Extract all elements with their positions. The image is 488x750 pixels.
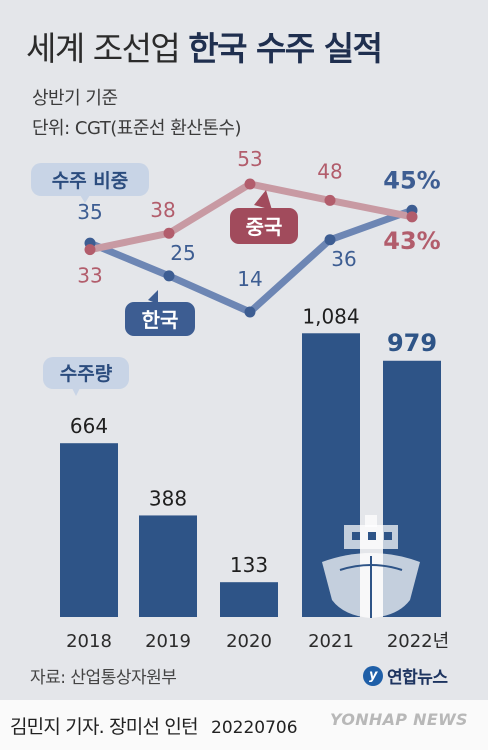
series-tag-text-한국: 한국 bbox=[142, 308, 179, 332]
line-value-중국-4: 43% bbox=[383, 227, 440, 255]
subtitle-unit: 단위: CGT(표준선 환산톤수) bbox=[32, 118, 241, 139]
line-value-중국-0: 33 bbox=[77, 264, 102, 288]
page-title: 세계 조선업 한국 수주 실적 bbox=[26, 22, 383, 70]
bar-value-0: 664 bbox=[70, 414, 108, 438]
title-light: 세계 조선업 bbox=[26, 29, 181, 68]
line-value-한국-0: 35 bbox=[77, 200, 102, 224]
bar-value-4: 979 bbox=[387, 329, 437, 357]
point-한국-3 bbox=[324, 234, 336, 246]
line-section-label: 수주 비중 bbox=[31, 163, 149, 203]
line-value-한국-1: 25 bbox=[170, 241, 195, 265]
point-중국-1 bbox=[163, 227, 175, 239]
bar-value-3: 1,084 bbox=[302, 304, 359, 328]
series-tag-한국: 한국 bbox=[125, 290, 195, 336]
x-tick-3: 2021 bbox=[308, 631, 354, 652]
series-tag-중국: 중국 bbox=[230, 190, 298, 244]
subtitle-basis: 상반기 기준 bbox=[32, 88, 118, 109]
bar-1 bbox=[139, 515, 197, 617]
line-value-한국-4: 45% bbox=[383, 166, 440, 194]
bar-0 bbox=[60, 443, 118, 617]
point-한국-1 bbox=[163, 270, 175, 282]
credit-line: 김민지 기자. 장미선 인턴 20220706 bbox=[10, 712, 298, 739]
point-중국-0 bbox=[84, 244, 96, 256]
bar-value-2: 133 bbox=[230, 553, 268, 577]
x-tick-1: 2019 bbox=[145, 631, 191, 652]
watermark: YONHAP NEWS bbox=[330, 710, 468, 729]
title-bold: 한국 수주 실적 bbox=[188, 29, 383, 68]
credit-date: 20220706 bbox=[211, 718, 298, 738]
point-중국-2 bbox=[244, 178, 256, 190]
line-value-중국-1: 38 bbox=[150, 198, 175, 222]
line-section-label-text: 수주 비중 bbox=[52, 170, 129, 192]
point-한국-2 bbox=[244, 306, 256, 318]
yonhap-logo: y 연합뉴스 bbox=[363, 663, 448, 688]
chart: 수주량 664 2018 388 2019 133 2020 1,084 2021 979 2022… bbox=[31, 147, 449, 652]
point-중국-3 bbox=[324, 194, 336, 206]
logo-text: 연합뉴스 bbox=[387, 668, 448, 688]
x-tick-4: 2022년 bbox=[387, 631, 449, 652]
point-중국-4 bbox=[406, 211, 418, 223]
footer-bar bbox=[0, 700, 488, 750]
source-note: 자료: 산업통상자원부 bbox=[30, 668, 177, 688]
logo-mark-icon: y bbox=[363, 665, 383, 686]
x-tick-0: 2018 bbox=[66, 631, 112, 652]
line-value-한국-2: 14 bbox=[237, 267, 262, 291]
line-value-한국-3: 36 bbox=[331, 247, 356, 271]
line-value-중국-3: 48 bbox=[317, 159, 342, 183]
line-value-중국-2: 53 bbox=[237, 147, 262, 171]
series-tag-text-중국: 중국 bbox=[246, 215, 283, 239]
bar-value-1: 388 bbox=[149, 486, 187, 510]
bar-2 bbox=[220, 582, 278, 617]
bar-section-label: 수주량 bbox=[43, 357, 129, 396]
ship-icon bbox=[322, 515, 420, 618]
credit-text: 김민지 기자. 장미선 인턴 bbox=[10, 716, 199, 738]
x-tick-2: 2020 bbox=[226, 631, 272, 652]
bar-section-label-text: 수주량 bbox=[60, 363, 113, 385]
